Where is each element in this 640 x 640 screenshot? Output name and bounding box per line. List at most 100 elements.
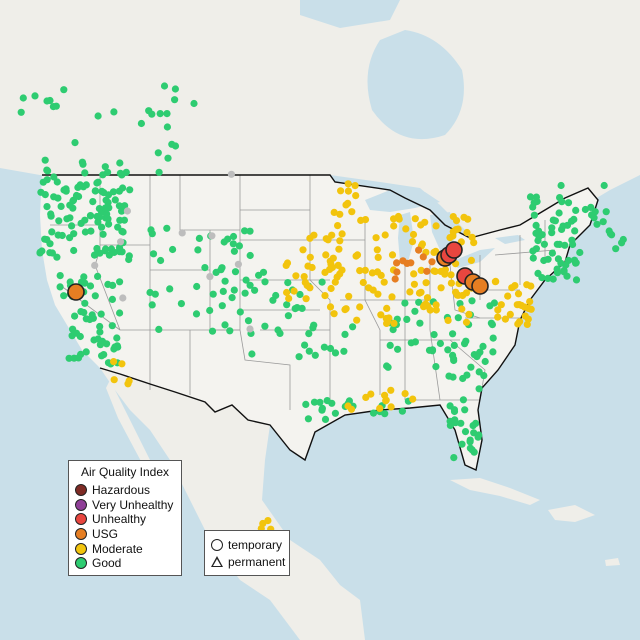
good-monitor-dot xyxy=(82,315,90,323)
moderate-monitor-dot xyxy=(501,315,509,323)
good-monitor-dot xyxy=(209,290,217,298)
moderate-monitor-dot xyxy=(342,201,350,209)
moderate-monitor-dot xyxy=(336,210,344,218)
moderate-monitor-dot xyxy=(377,311,385,319)
good-monitor-dot xyxy=(309,324,317,332)
moderate-monitor-dot xyxy=(470,239,478,247)
good-monitor-dot xyxy=(449,373,457,381)
moderate-monitor-dot xyxy=(344,402,352,410)
moderate-monitor-dot xyxy=(336,270,344,278)
moderate-monitor-dot xyxy=(432,222,440,230)
usg-large-marker xyxy=(471,277,489,295)
good-monitor-dot xyxy=(110,248,118,256)
good-monitor-dot xyxy=(559,222,567,230)
moderate-monitor-dot xyxy=(353,251,362,259)
good-monitor-dot xyxy=(87,227,95,235)
good-monitor-dot xyxy=(65,354,73,362)
good-monitor-dot xyxy=(105,220,113,228)
good-monitor-dot xyxy=(383,362,391,370)
good-monitor-dot xyxy=(228,294,236,302)
moderate-monitor-dot xyxy=(344,187,352,195)
moderate-monitor-dot xyxy=(359,278,367,287)
moderate-monitor-dot xyxy=(335,245,343,253)
good-monitor-dot xyxy=(548,224,556,232)
good-monitor-dot xyxy=(321,415,330,423)
good-monitor-dot xyxy=(475,431,483,439)
good-monitor-dot xyxy=(108,295,116,303)
good-monitor-dot xyxy=(53,253,61,261)
good-monitor-dot xyxy=(569,240,577,249)
good-monitor-dot xyxy=(489,348,497,356)
good-monitor-dot xyxy=(532,221,540,229)
good-monitor-dot xyxy=(50,173,58,181)
moderate-monitor-dot xyxy=(513,301,521,309)
good-monitor-dot xyxy=(46,249,54,257)
aqi-legend-title: Air Quality Index xyxy=(80,465,170,479)
good-monitor-dot xyxy=(38,247,46,255)
moderate-monitor-dot xyxy=(390,215,398,223)
good-monitor-dot xyxy=(403,315,411,323)
good-monitor-dot xyxy=(564,199,573,207)
moderate-monitor-dot xyxy=(437,284,445,292)
good-monitor-dot xyxy=(116,216,124,224)
good-monitor-dot xyxy=(81,299,89,307)
good-monitor-dot xyxy=(86,212,95,220)
good-monitor-dot xyxy=(163,123,171,131)
good-monitor-dot xyxy=(302,400,310,408)
good-monitor-dot xyxy=(331,409,339,417)
good-monitor-dot xyxy=(195,234,203,242)
good-monitor-dot xyxy=(555,209,563,217)
good-monitor-dot xyxy=(454,314,462,322)
no-data-monitor-dot xyxy=(246,325,254,333)
moderate-monitor-dot xyxy=(374,253,382,261)
mexico-landmass xyxy=(100,368,365,640)
usg-swatch-icon xyxy=(75,528,87,541)
good-monitor-dot xyxy=(432,363,440,371)
moderate-monitor-dot xyxy=(372,234,380,242)
good-monitor-dot xyxy=(91,187,100,195)
legend-label: Moderate xyxy=(92,541,143,556)
good-monitor-dot xyxy=(121,202,129,210)
good-monitor-dot xyxy=(244,317,253,325)
good-monitor-dot xyxy=(55,217,63,225)
good-monitor-dot xyxy=(538,274,546,282)
good-monitor-dot xyxy=(576,248,584,257)
moderate-monitor-dot xyxy=(432,306,440,314)
moderate-monitor-dot xyxy=(330,208,338,216)
good-monitor-dot xyxy=(480,372,488,380)
circle-icon xyxy=(211,539,223,552)
moderate-monitor-dot xyxy=(377,271,385,279)
good-monitor-dot xyxy=(461,406,469,414)
good-monitor-dot xyxy=(177,300,185,308)
legend-item-good: Good xyxy=(69,556,181,571)
moderate-monitor-dot xyxy=(356,267,364,275)
good-monitor-dot xyxy=(587,203,595,211)
good-monitor-dot xyxy=(544,274,552,282)
good-monitor-dot xyxy=(401,299,409,307)
good-monitor-dot xyxy=(60,292,68,300)
moderate-monitor-dot xyxy=(526,298,534,306)
good-monitor-dot xyxy=(89,198,97,206)
moderate-monitor-dot xyxy=(383,304,391,312)
good-monitor-dot xyxy=(320,343,328,351)
moderate-monitor-dot xyxy=(283,288,291,297)
good-monitor-dot xyxy=(450,356,458,365)
good-monitor-dot xyxy=(242,276,250,284)
good-monitor-dot xyxy=(72,191,81,200)
moderate-monitor-dot xyxy=(417,266,425,274)
good-monitor-dot xyxy=(549,216,557,224)
legend-item-temporary: temporary xyxy=(205,538,289,553)
good-monitor-dot xyxy=(394,345,402,353)
good-monitor-dot xyxy=(96,322,104,331)
good-monitor-dot xyxy=(88,311,96,319)
good-monitor-dot xyxy=(310,398,319,406)
good-monitor-dot xyxy=(104,199,112,207)
good-monitor-dot xyxy=(43,203,51,211)
moderate-monitor-dot xyxy=(432,301,440,309)
good-monitor-dot xyxy=(316,398,324,406)
good-monitor-dot xyxy=(164,154,172,162)
good-monitor-dot xyxy=(331,349,340,357)
good-monitor-dot xyxy=(116,159,124,167)
good-monitor-dot xyxy=(104,168,112,176)
moderate-monitor-dot xyxy=(264,517,272,525)
